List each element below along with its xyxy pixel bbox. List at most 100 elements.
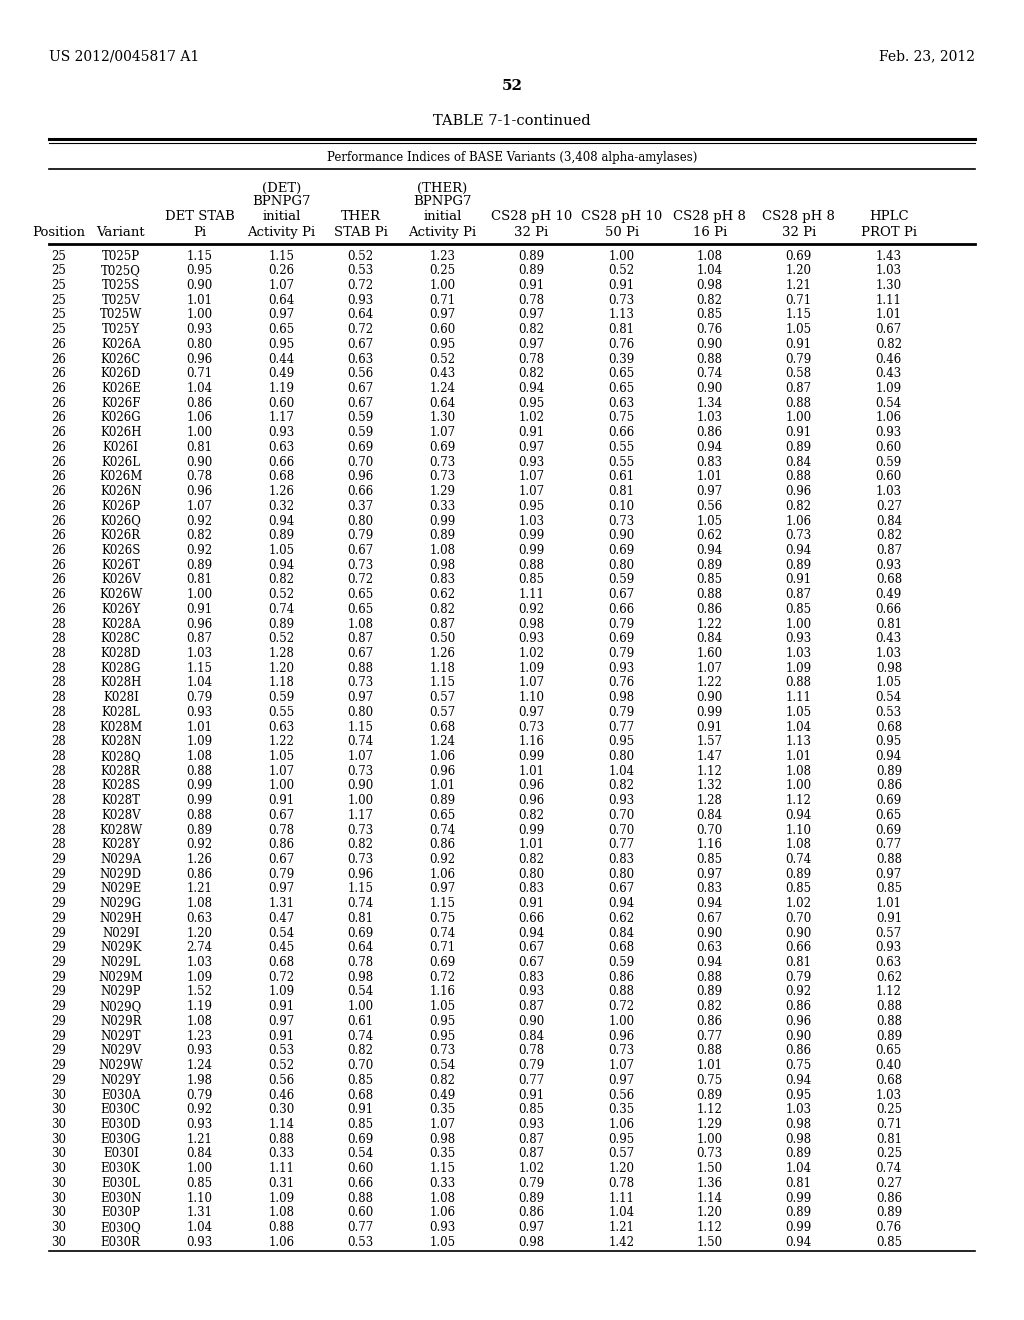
Text: CS28 pH 10: CS28 pH 10 xyxy=(490,210,572,223)
Text: 0.90: 0.90 xyxy=(608,529,635,543)
Text: 0.96: 0.96 xyxy=(518,779,545,792)
Text: 1.24: 1.24 xyxy=(429,735,456,748)
Text: 0.67: 0.67 xyxy=(608,883,635,895)
Text: 0.94: 0.94 xyxy=(696,441,723,454)
Text: 0.69: 0.69 xyxy=(608,632,635,645)
Text: K028M: K028M xyxy=(99,721,142,734)
Text: 0.86: 0.86 xyxy=(696,426,723,440)
Text: 0.63: 0.63 xyxy=(268,441,295,454)
Text: 0.31: 0.31 xyxy=(268,1177,295,1189)
Text: K028G: K028G xyxy=(100,661,141,675)
Text: 0.71: 0.71 xyxy=(876,1118,902,1131)
Text: 0.64: 0.64 xyxy=(347,941,374,954)
Text: 0.60: 0.60 xyxy=(429,323,456,337)
Text: 0.59: 0.59 xyxy=(876,455,902,469)
Text: 0.96: 0.96 xyxy=(608,1030,635,1043)
Text: 29: 29 xyxy=(51,956,66,969)
Text: 26: 26 xyxy=(51,470,66,483)
Text: 0.88: 0.88 xyxy=(785,470,812,483)
Text: 1.17: 1.17 xyxy=(268,412,295,425)
Text: 0.67: 0.67 xyxy=(347,338,374,351)
Text: 0.54: 0.54 xyxy=(347,1147,374,1160)
Text: 28: 28 xyxy=(51,764,66,777)
Text: 25: 25 xyxy=(51,249,66,263)
Text: 0.71: 0.71 xyxy=(186,367,213,380)
Text: 0.66: 0.66 xyxy=(608,426,635,440)
Text: 0.61: 0.61 xyxy=(347,1015,374,1028)
Text: E030G: E030G xyxy=(100,1133,141,1146)
Text: 1.06: 1.06 xyxy=(429,750,456,763)
Text: 1.21: 1.21 xyxy=(186,883,213,895)
Text: 0.81: 0.81 xyxy=(186,441,213,454)
Text: 0.84: 0.84 xyxy=(608,927,635,940)
Text: 1.00: 1.00 xyxy=(347,1001,374,1014)
Text: 0.83: 0.83 xyxy=(429,573,456,586)
Text: 0.79: 0.79 xyxy=(608,647,635,660)
Text: HPLC: HPLC xyxy=(869,210,908,223)
Text: 0.25: 0.25 xyxy=(876,1104,902,1117)
Text: 0.90: 0.90 xyxy=(347,779,374,792)
Text: 1.04: 1.04 xyxy=(186,676,213,689)
Text: 0.69: 0.69 xyxy=(429,956,456,969)
Text: 1.22: 1.22 xyxy=(696,618,723,631)
Text: BPNPG7: BPNPG7 xyxy=(413,195,472,209)
Text: 1.08: 1.08 xyxy=(186,898,213,911)
Text: 0.65: 0.65 xyxy=(608,381,635,395)
Text: 0.97: 0.97 xyxy=(518,441,545,454)
Text: 0.93: 0.93 xyxy=(347,294,374,306)
Text: 0.82: 0.82 xyxy=(347,1044,374,1057)
Text: 26: 26 xyxy=(51,441,66,454)
Text: 0.88: 0.88 xyxy=(268,1133,295,1146)
Text: 2.74: 2.74 xyxy=(186,941,213,954)
Text: 28: 28 xyxy=(51,779,66,792)
Text: 0.94: 0.94 xyxy=(696,544,723,557)
Text: 0.88: 0.88 xyxy=(876,853,902,866)
Text: 0.65: 0.65 xyxy=(876,1044,902,1057)
Text: 0.66: 0.66 xyxy=(608,603,635,616)
Text: 0.93: 0.93 xyxy=(186,706,213,719)
Text: 1.08: 1.08 xyxy=(429,1192,456,1205)
Text: 0.92: 0.92 xyxy=(186,1104,213,1117)
Text: 0.85: 0.85 xyxy=(696,309,723,322)
Text: 0.89: 0.89 xyxy=(518,1192,545,1205)
Text: 26: 26 xyxy=(51,455,66,469)
Text: 0.82: 0.82 xyxy=(785,500,812,512)
Text: 1.23: 1.23 xyxy=(186,1030,213,1043)
Text: 1.15: 1.15 xyxy=(268,249,295,263)
Text: 0.66: 0.66 xyxy=(268,455,295,469)
Text: 0.26: 0.26 xyxy=(268,264,295,277)
Text: 30: 30 xyxy=(51,1133,66,1146)
Text: 1.03: 1.03 xyxy=(876,484,902,498)
Text: 1.16: 1.16 xyxy=(696,838,723,851)
Text: 0.56: 0.56 xyxy=(268,1073,295,1086)
Text: 1.04: 1.04 xyxy=(608,1206,635,1220)
Text: 1.08: 1.08 xyxy=(785,764,812,777)
Text: 0.82: 0.82 xyxy=(876,338,902,351)
Text: 0.94: 0.94 xyxy=(785,544,812,557)
Text: N029H: N029H xyxy=(99,912,142,925)
Text: 0.84: 0.84 xyxy=(785,455,812,469)
Text: 30: 30 xyxy=(51,1206,66,1220)
Text: 0.86: 0.86 xyxy=(186,397,213,409)
Text: 0.68: 0.68 xyxy=(347,1089,374,1101)
Text: N029V: N029V xyxy=(100,1044,141,1057)
Text: 0.88: 0.88 xyxy=(785,397,812,409)
Text: 32 Pi: 32 Pi xyxy=(514,226,549,239)
Text: 26: 26 xyxy=(51,484,66,498)
Text: 1.12: 1.12 xyxy=(876,986,902,998)
Text: K026S: K026S xyxy=(101,544,140,557)
Text: 0.86: 0.86 xyxy=(608,970,635,983)
Text: 0.88: 0.88 xyxy=(696,589,723,601)
Text: 0.46: 0.46 xyxy=(876,352,902,366)
Text: 1.17: 1.17 xyxy=(347,809,374,822)
Text: 1.01: 1.01 xyxy=(696,470,723,483)
Text: 0.33: 0.33 xyxy=(268,1147,295,1160)
Text: 0.90: 0.90 xyxy=(696,692,723,704)
Text: 25: 25 xyxy=(51,279,66,292)
Text: 0.49: 0.49 xyxy=(429,1089,456,1101)
Text: 1.07: 1.07 xyxy=(608,1059,635,1072)
Text: 0.52: 0.52 xyxy=(268,632,295,645)
Text: 1.00: 1.00 xyxy=(696,1133,723,1146)
Text: 0.92: 0.92 xyxy=(186,515,213,528)
Text: 29: 29 xyxy=(51,970,66,983)
